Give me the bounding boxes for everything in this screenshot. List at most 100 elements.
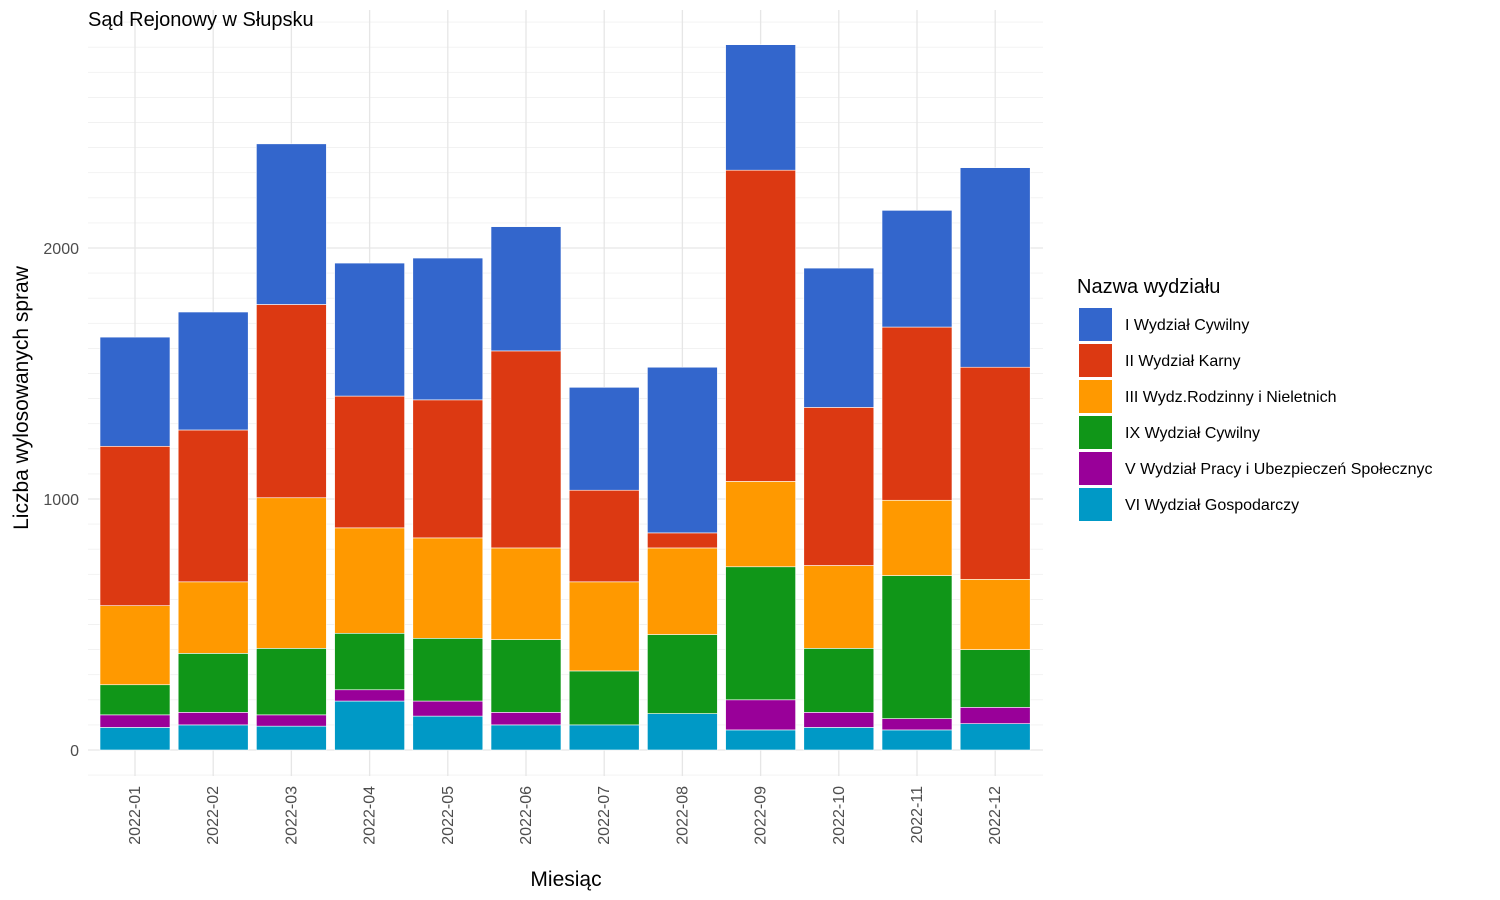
bar-segment <box>568 581 640 672</box>
bar-segment <box>803 648 875 713</box>
bar-segment <box>647 634 718 714</box>
bar-segment <box>647 713 718 751</box>
legend-swatch <box>1079 452 1112 485</box>
bar-segment <box>334 527 405 634</box>
bar-segment <box>725 699 796 731</box>
legend-swatch <box>1079 344 1112 377</box>
bar-segment <box>490 547 562 640</box>
legend-label: II Wydział Karny <box>1125 353 1240 370</box>
bar-segment <box>959 579 1031 650</box>
y-axis-ticks: 0 1000 2000 <box>43 241 79 760</box>
legend-label: I Wydział Cywilny <box>1125 317 1249 334</box>
bar-segment <box>490 350 562 549</box>
legend-label: III Wydz.Rodzinny i Nieletnich <box>1125 389 1337 406</box>
x-tick-label: 2022-08 <box>674 786 691 845</box>
bar-segment <box>412 257 484 401</box>
x-axis-ticks: 2022-01 2022-02 2022-03 2022-04 2022-05 2022-… <box>127 786 1004 845</box>
bar-segment <box>803 712 875 728</box>
bar-segment <box>647 547 718 635</box>
bar-segment <box>803 565 875 649</box>
bar-segment <box>959 723 1031 751</box>
legend-label: VI Wydział Gospodarczy <box>1125 497 1299 514</box>
bar-segment <box>334 632 405 691</box>
bar-segment <box>490 639 562 713</box>
x-tick-label: 2022-02 <box>205 786 222 845</box>
y-tick-label: 1000 <box>43 492 79 509</box>
bar-segment <box>490 712 562 726</box>
bar-segment <box>334 262 405 397</box>
x-tick-label: 2022-04 <box>362 786 379 845</box>
x-tick-label: 2022-12 <box>987 786 1004 845</box>
bar-segment <box>334 700 405 751</box>
bar-segment <box>334 689 405 702</box>
bar-segment <box>803 267 875 408</box>
bar-segment <box>99 727 171 751</box>
bar-segment <box>99 445 171 606</box>
bar-segment <box>177 311 249 431</box>
legend-title: Nazwa wydziału <box>1077 276 1220 298</box>
x-tick-label: 2022-11 <box>909 786 926 844</box>
y-tick-label: 2000 <box>43 241 79 258</box>
bar-segment <box>959 649 1031 708</box>
bar-segment <box>99 605 171 686</box>
x-axis-title: Miesiąc <box>530 868 601 891</box>
bar-segment <box>959 366 1031 580</box>
bar-segment <box>959 707 1031 724</box>
bar-segment <box>568 489 640 583</box>
bar-segment <box>881 326 953 501</box>
bar-segment <box>177 653 249 713</box>
bar-segment <box>881 718 953 731</box>
bar-segment <box>725 169 796 482</box>
bar-segment <box>177 724 249 751</box>
bar-segment <box>568 670 640 726</box>
bar-segment <box>256 714 327 727</box>
bar-segment <box>99 336 171 447</box>
y-axis-title: Liczba wylosowanych spraw <box>10 265 33 530</box>
chart-title: Sąd Rejonowy w Słupsku <box>88 9 314 31</box>
bar-segment <box>177 712 249 726</box>
y-tick-label: 0 <box>70 743 79 760</box>
bar-segment <box>412 399 484 539</box>
bar-segment <box>881 575 953 719</box>
bar-segment <box>256 648 327 716</box>
bar-segment <box>256 304 327 499</box>
bar-segment <box>725 729 796 751</box>
bar-segment <box>803 407 875 566</box>
bar-segment <box>256 497 327 649</box>
x-tick-label: 2022-09 <box>753 786 770 845</box>
bar-segment <box>412 700 484 717</box>
bar-segment <box>177 581 249 654</box>
legend-swatch <box>1079 380 1112 413</box>
bar-segment <box>334 395 405 529</box>
x-tick-label: 2022-01 <box>127 786 144 845</box>
bar-segment <box>412 715 484 751</box>
bar-segment <box>412 537 484 639</box>
bar-segment <box>256 725 327 751</box>
bar-segment <box>725 481 796 568</box>
bar-segment <box>803 727 875 751</box>
bar-segment <box>881 729 953 751</box>
bar-segment <box>177 429 249 583</box>
legend-label: V Wydział Pracy i Ubezpieczeń Społecznyc <box>1125 461 1433 478</box>
legend-label: IX Wydział Cywilny <box>1125 425 1260 442</box>
bar-segment <box>99 684 171 716</box>
legend-swatch <box>1079 416 1112 449</box>
bar-segment <box>647 366 718 534</box>
bar-segment <box>647 532 718 549</box>
bar-segment <box>256 143 327 305</box>
x-tick-label: 2022-06 <box>518 786 535 845</box>
x-tick-label: 2022-03 <box>283 786 300 845</box>
bar-segment <box>725 44 796 171</box>
legend-swatch <box>1079 488 1112 521</box>
bar-segment <box>568 387 640 491</box>
bar-segment <box>881 210 953 328</box>
bar-segment <box>412 638 484 702</box>
bar-segment <box>568 724 640 751</box>
bar-segment <box>725 566 796 701</box>
x-tick-label: 2022-10 <box>831 786 848 845</box>
x-tick-label: 2022-05 <box>440 786 457 845</box>
bars <box>99 44 1031 751</box>
bar-segment <box>490 226 562 352</box>
